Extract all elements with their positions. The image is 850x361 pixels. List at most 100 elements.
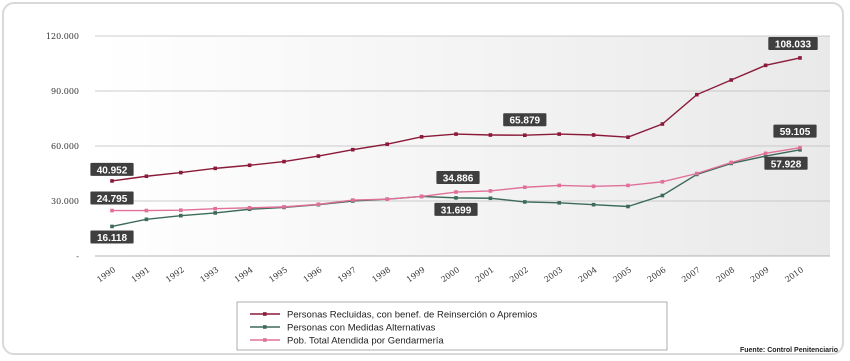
x-tick-label: 2002: [508, 265, 530, 284]
data-point: [626, 204, 630, 209]
y-tick-label: 30.000: [51, 197, 79, 206]
legend-box: [236, 301, 668, 351]
y-tick-label: -: [76, 252, 79, 261]
data-point: [660, 193, 665, 198]
data-point: [523, 133, 527, 138]
x-tick-label: 1992: [164, 265, 186, 284]
data-point: [110, 224, 114, 229]
legend-entry: Personas con Medidas Alternativas: [287, 323, 436, 334]
x-tick-label: 1995: [267, 265, 289, 284]
data-point: [488, 133, 493, 137]
data-point: [247, 205, 252, 210]
data-point: [729, 78, 733, 82]
x-tick-label: 2003: [543, 265, 565, 284]
data-point: [523, 185, 527, 190]
data-point: [763, 151, 768, 156]
data-point: [557, 201, 561, 205]
data-label-box: [773, 124, 817, 138]
data-point: [179, 208, 183, 212]
data-point: [179, 170, 183, 175]
legend-entry: Pob. Total Atendida por Gendarmería: [287, 336, 444, 347]
x-tick-label: 1991: [130, 265, 152, 284]
source-note: Fuente: Control Penitenciario: [740, 347, 838, 354]
data-point: [282, 205, 286, 209]
data-label-box: [434, 202, 478, 216]
legend-swatch-marker: [263, 325, 267, 329]
data-label: 24.795: [97, 194, 128, 205]
data-point: [282, 159, 286, 164]
data-label: 57.928: [771, 159, 802, 170]
data-label: 40.952: [97, 165, 128, 176]
data-point: [591, 133, 596, 137]
series-group: [110, 56, 802, 229]
x-tick-label: 1997: [336, 265, 358, 284]
data-label-box: [768, 36, 818, 50]
data-point: [488, 189, 493, 193]
x-tick-label: 1996: [302, 265, 324, 284]
data-point: [557, 183, 561, 188]
data-point: [660, 122, 665, 126]
data-label: 59.105: [780, 127, 811, 138]
data-point: [351, 147, 355, 152]
data-label: 65.879: [510, 116, 541, 127]
x-tick-label: 2005: [611, 265, 633, 284]
x-tick-label: 1998: [371, 265, 393, 284]
data-point: [695, 92, 699, 97]
data-point: [213, 211, 217, 215]
legend-swatch-marker: [263, 312, 267, 316]
data-point: [660, 179, 665, 184]
legend: Personas Recluidas, con benef. de Reinse…: [236, 301, 668, 351]
data-point: [523, 200, 527, 204]
data-label: 31.699: [441, 205, 472, 216]
data-point: [316, 202, 321, 207]
data-point: [385, 142, 389, 146]
data-point: [798, 145, 802, 150]
data-point: [316, 154, 321, 158]
data-label-box: [90, 162, 134, 176]
data-label-box: [90, 230, 134, 244]
x-tick-label: 2001: [474, 265, 496, 284]
x-tick-label: 1994: [233, 265, 255, 284]
data-point: [557, 132, 561, 136]
y-tick-label: 120.000: [46, 32, 79, 41]
data-point: [729, 160, 733, 165]
data-label-box: [764, 156, 808, 170]
data-label-box: [503, 113, 547, 127]
y-axis: - 30.000 60.000 90.000 120.000: [46, 32, 79, 261]
data-point: [110, 208, 114, 213]
data-point: [454, 190, 458, 194]
x-tick-label: 1993: [199, 265, 221, 284]
data-point: [247, 163, 252, 168]
x-tick-label: 2009: [749, 265, 771, 284]
data-point: [144, 217, 149, 222]
data-point: [626, 135, 630, 139]
x-axis: 1990 1991 1992 1993 1994 1995 1996 1997 1998 1999…: [95, 265, 805, 284]
x-tick-label: 1990: [95, 265, 117, 284]
data-point: [385, 197, 389, 201]
data-point: [144, 208, 149, 213]
data-labels: 40.952 24.795 16.118 34.886 31.699 65.879 108.…: [90, 36, 818, 244]
data-point: [798, 147, 802, 152]
data-point: [179, 213, 183, 218]
x-tick-label: 2010: [783, 265, 805, 284]
data-point: [798, 56, 802, 60]
x-tick-label: 2000: [439, 265, 461, 284]
grid-lines: [95, 35, 830, 257]
data-point: [695, 171, 699, 176]
data-point: [763, 63, 768, 68]
x-tick-label: 2008: [715, 265, 737, 284]
y-tick-label: 60.000: [51, 142, 79, 151]
data-point: [454, 196, 458, 200]
legend-entry: Personas Recluidas, con benef. de Reinse…: [287, 310, 538, 321]
data-point: [626, 183, 630, 188]
data-point: [351, 198, 355, 202]
data-point: [213, 166, 217, 171]
data-point: [591, 202, 596, 207]
data-point: [419, 135, 424, 139]
data-label: 16.118: [97, 233, 127, 244]
data-point: [110, 179, 114, 183]
data-label-box: [90, 191, 134, 205]
data-point: [419, 194, 424, 199]
data-point: [144, 174, 149, 179]
